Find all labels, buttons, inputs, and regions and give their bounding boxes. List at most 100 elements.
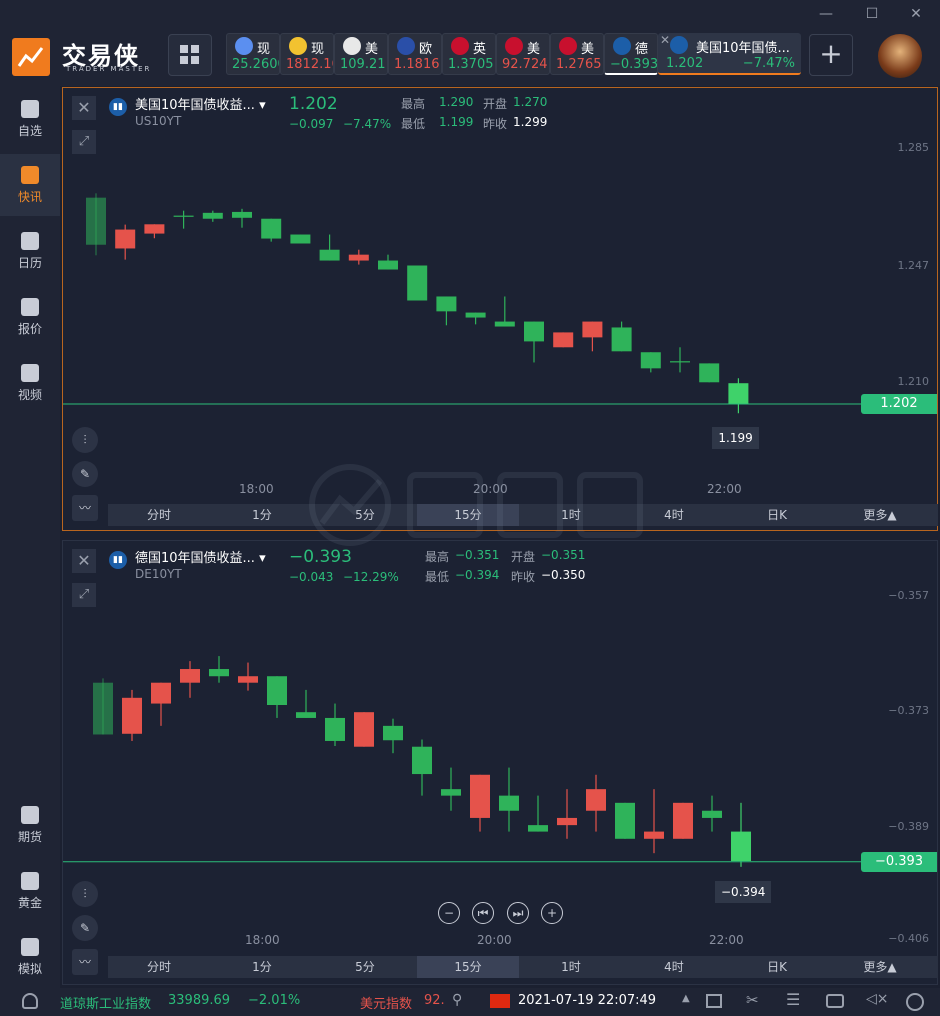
quote-tab-name: 英 — [473, 42, 487, 57]
x-tick: 18:00 — [245, 933, 280, 947]
candle-body — [470, 774, 490, 818]
open-value: −0.351 — [541, 548, 586, 562]
candle-body — [290, 234, 311, 244]
timeframe-tab[interactable]: 4时 — [664, 960, 684, 974]
connection-icon[interactable]: ⚲ — [452, 992, 463, 1008]
candle-body — [238, 676, 258, 683]
indicator-button[interactable]: 〰 — [72, 949, 98, 975]
tools-icon[interactable]: ✂ — [746, 991, 759, 1009]
quote-tab-name: 欧 — [419, 42, 433, 57]
y-tick: −0.389 — [888, 820, 929, 833]
low-value: −0.394 — [455, 568, 500, 582]
instrument-name[interactable]: 美国10年国债收益... ▾ — [135, 98, 266, 113]
sidebar-item-label: 黄金 — [17, 896, 42, 910]
quote-tab-name: 德 — [635, 42, 649, 57]
timeframe-tab[interactable]: 1分 — [252, 960, 272, 974]
timeframe-tab[interactable]: 分时 — [146, 508, 171, 522]
sidebar-item[interactable]: 快讯 — [0, 154, 60, 216]
close-tab-icon[interactable]: ✕ — [660, 33, 671, 47]
settings-icon[interactable] — [906, 993, 924, 1011]
headset-icon[interactable] — [22, 993, 38, 1009]
zoom-out-button[interactable]: − — [438, 902, 460, 924]
usd-index-label[interactable]: 美元指数 — [360, 997, 413, 1012]
candle-body — [319, 249, 340, 261]
candle-body — [494, 321, 515, 327]
timeframe-tab[interactable]: 更多▲ — [863, 960, 897, 974]
candle-body — [640, 352, 661, 369]
sidebar-item[interactable]: 期货 — [0, 794, 60, 856]
windows-icon[interactable] — [706, 994, 722, 1008]
expand-chart-button[interactable]: ⤢ — [72, 583, 96, 607]
sidebar-icon — [21, 166, 39, 184]
candle-body — [524, 321, 544, 342]
timeframe-tab[interactable]: 更多▲ — [863, 508, 897, 522]
timeframe-tab[interactable]: 1时 — [561, 960, 581, 974]
indicator-button[interactable]: 〰 — [72, 495, 98, 521]
zoom-in-button[interactable]: + — [541, 902, 563, 924]
timeframe-tab[interactable]: 4时 — [664, 508, 684, 522]
quote-tab[interactable]: 现 1812.16 — [280, 33, 334, 75]
sidebar-item[interactable]: 日历 — [0, 220, 60, 282]
candle-body — [378, 260, 398, 270]
timeframe-tab[interactable]: 分时 — [146, 960, 171, 974]
timeframe-tab[interactable]: 日K — [767, 508, 787, 522]
timeframe-tab[interactable]: 1时 — [561, 508, 581, 522]
sidebar-item[interactable]: 报价 — [0, 286, 60, 348]
close-chart-button[interactable]: ✕ — [72, 549, 96, 573]
x-tick: 18:00 — [239, 482, 274, 496]
candlestick-chart[interactable] — [63, 88, 937, 532]
close-chart-button[interactable]: ✕ — [72, 96, 96, 120]
candle-body — [267, 676, 287, 705]
timeframe-tab[interactable]: 1分 — [252, 508, 272, 522]
quote-tab[interactable]: 美 92.724 — [496, 33, 550, 75]
candle-body — [407, 265, 428, 301]
quote-tab[interactable]: 英 1.3705 — [442, 33, 496, 75]
timeframe-tab[interactable]: 15分 — [417, 504, 519, 526]
candle-type-button[interactable]: ⫶ — [72, 881, 98, 907]
draw-pen-button[interactable]: ✎ — [72, 915, 98, 941]
quote-tab[interactable]: 现 25.2600 — [226, 33, 280, 75]
dow-label[interactable]: 道琼斯工业指数 — [60, 997, 152, 1012]
expand-up-icon[interactable]: ▲ — [682, 993, 690, 1004]
bond-chart-icon: ▮▮ — [109, 551, 127, 569]
maximize-button[interactable]: ☐ — [865, 6, 879, 22]
close-window-button[interactable]: ✕ — [910, 6, 922, 22]
open-label: 开盘 — [483, 97, 508, 111]
sidebar-item[interactable]: 模拟 — [0, 926, 60, 988]
prev-close-value: 1.299 — [513, 115, 548, 129]
sidebar-item[interactable]: 黄金 — [0, 860, 60, 922]
quote-tab[interactable]: 欧 1.1816 — [388, 33, 442, 75]
layout-grid-button[interactable] — [168, 34, 212, 76]
timeframe-tab[interactable]: 15分 — [417, 956, 519, 978]
sidebar-item[interactable]: 视频 — [0, 352, 60, 414]
sidebar-icon — [21, 100, 39, 118]
expand-chart-button[interactable]: ⤢ — [72, 130, 96, 154]
sidebar-item[interactable]: 自选 — [0, 88, 60, 150]
timeframe-tab[interactable]: 5分 — [355, 960, 375, 974]
minimize-button[interactable]: — — [819, 6, 833, 22]
avatar[interactable] — [878, 34, 922, 78]
quote-tab-value: 109.21 — [340, 57, 386, 72]
quote-tab[interactable]: 美 109.21 — [334, 33, 388, 75]
status-bar: 道琼斯工业指数 33989.69 −2.01% 美元指数 92. ⚲ 2021-… — [0, 988, 940, 1016]
y-tick: −0.373 — [888, 704, 929, 717]
scroll-last-button[interactable]: ⏭ — [507, 902, 529, 924]
candlestick-chart[interactable] — [63, 541, 937, 986]
sidebar-item-label: 期货 — [17, 830, 42, 844]
active-quote-tab[interactable]: ✕ 美国10年国债... 1.202 −7.47% — [658, 33, 801, 75]
timeframe-tab[interactable]: 日K — [767, 960, 787, 974]
timeframe-tab[interactable]: 5分 — [355, 508, 375, 522]
list-icon[interactable]: ☰ — [786, 990, 801, 1009]
candle-body — [465, 312, 486, 318]
active-tab-name: 美国10年国债... — [696, 41, 790, 56]
draw-pen-button[interactable]: ✎ — [72, 461, 98, 487]
candle-type-button[interactable]: ⫶ — [72, 427, 98, 453]
candle-body — [728, 383, 749, 404]
mute-icon[interactable]: ◁× — [866, 991, 889, 1007]
camera-icon[interactable] — [826, 994, 844, 1008]
add-tab-button[interactable]: + — [809, 34, 853, 76]
scroll-first-button[interactable]: ⏮ — [472, 902, 494, 924]
instrument-name[interactable]: 德国10年国债收益... ▾ — [135, 551, 266, 566]
quote-tab[interactable]: 美 1.2765 — [550, 33, 604, 75]
quote-tab[interactable]: 德 −0.393 — [604, 33, 658, 75]
